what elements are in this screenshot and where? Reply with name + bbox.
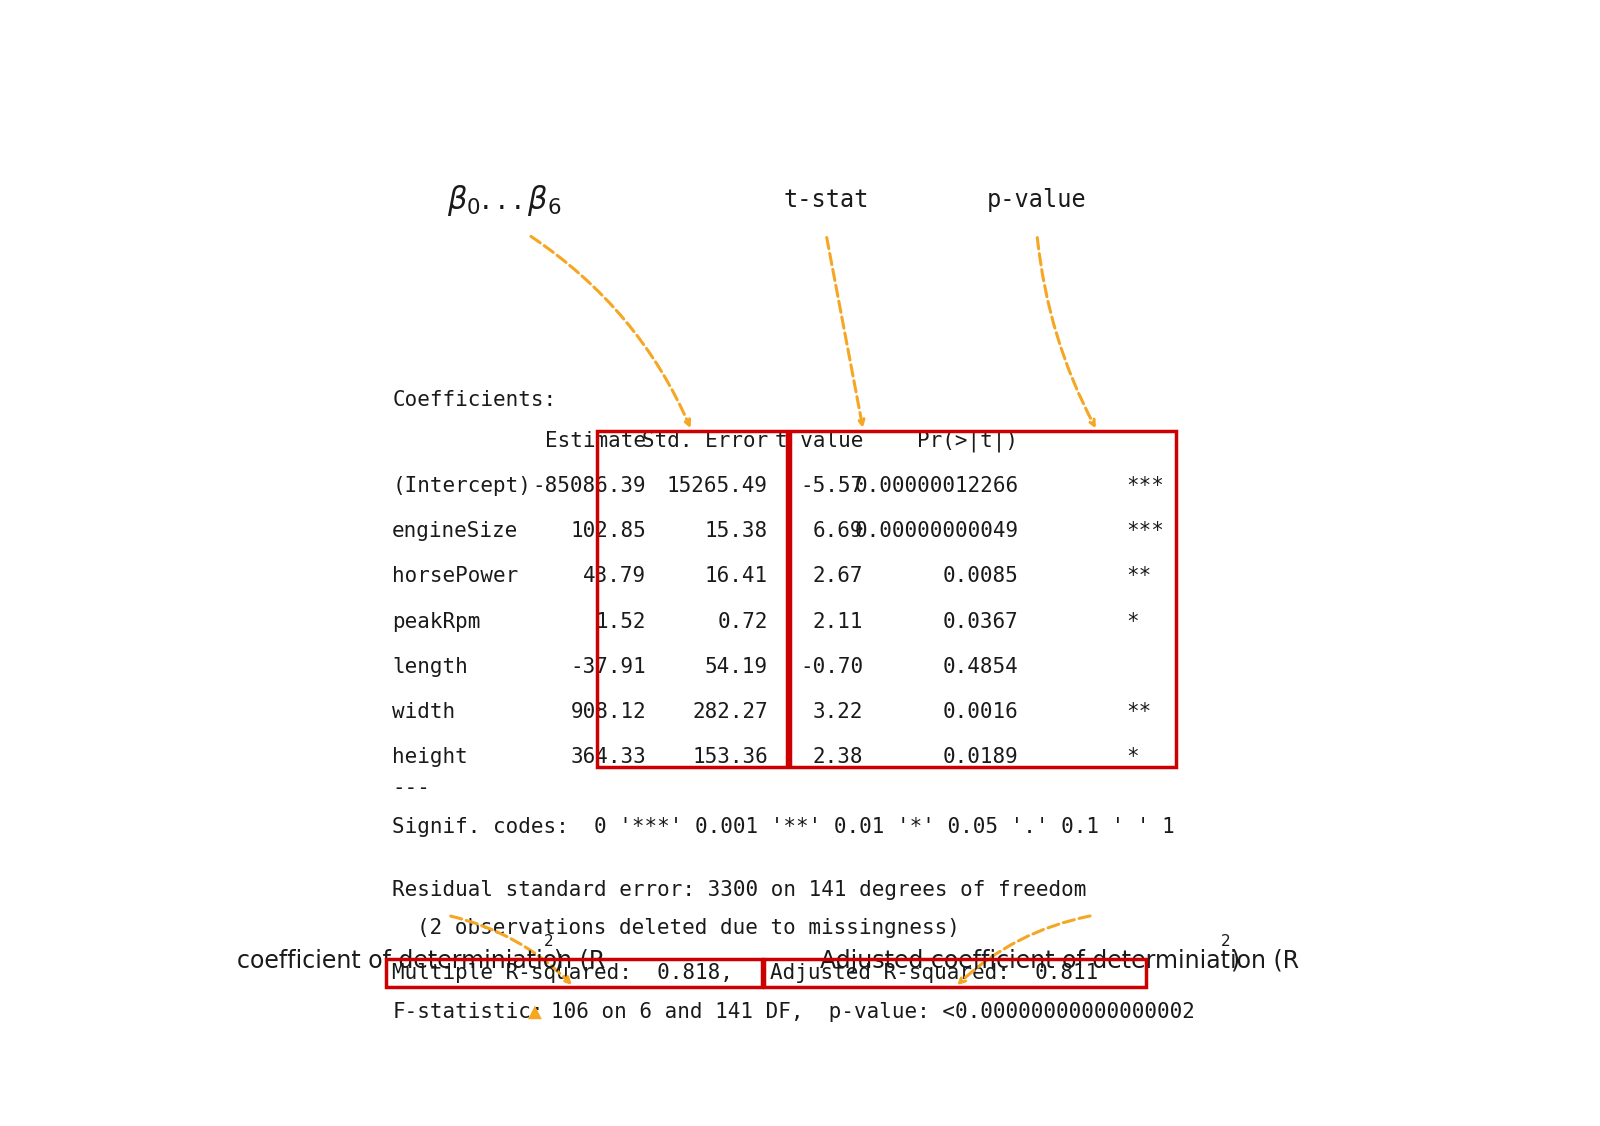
Text: *: * [1126, 747, 1139, 767]
Text: height: height [392, 747, 467, 767]
Text: ▲: ▲ [528, 1002, 542, 1020]
Text: ): ) [554, 948, 563, 973]
Text: engineSize: engineSize [392, 521, 518, 542]
Bar [790, 431, 1176, 767]
Text: 908.12: 908.12 [571, 701, 646, 722]
Text: t-stat: t-stat [784, 188, 869, 212]
Text: 0.00000012266: 0.00000012266 [854, 476, 1019, 497]
Text: length: length [392, 656, 467, 677]
Text: 2: 2 [544, 933, 554, 949]
Text: 2.67: 2.67 [813, 566, 864, 587]
Text: horsePower: horsePower [392, 566, 518, 587]
Text: Pr(>|t|): Pr(>|t|) [917, 430, 1019, 452]
Text: 153.36: 153.36 [693, 747, 768, 767]
Text: -0.70: -0.70 [800, 656, 864, 677]
Text: ***: *** [1126, 521, 1165, 542]
Text: 1.52: 1.52 [595, 611, 646, 632]
Text: Estimate: Estimate [546, 431, 646, 452]
Text: 106 on 6 and 141 DF,  p-value: <0.00000000000000002: 106 on 6 and 141 DF, p-value: <0.0000000… [550, 1001, 1195, 1021]
Text: 43.79: 43.79 [584, 566, 646, 587]
Text: 2.11: 2.11 [813, 611, 864, 632]
Bar [765, 959, 1146, 988]
Text: **: ** [1126, 566, 1152, 587]
Text: (2 observations deleted due to missingness): (2 observations deleted due to missingne… [418, 918, 960, 938]
Text: Signif. codes:  0 '***' 0.001 '**' 0.01 '*' 0.05 '.' 0.1 ' ' 1: Signif. codes: 0 '***' 0.001 '**' 0.01 '… [392, 816, 1174, 837]
Text: 0.0367: 0.0367 [942, 611, 1019, 632]
Text: Multiple R-squared:  0.818,: Multiple R-squared: 0.818, [392, 963, 733, 983]
Text: -5.57: -5.57 [800, 476, 864, 497]
Text: peakRpm: peakRpm [392, 611, 480, 632]
Text: $\beta_0...\beta_6$: $\beta_0...\beta_6$ [446, 182, 562, 217]
Text: **: ** [1126, 701, 1152, 722]
Text: ***: *** [1126, 476, 1165, 497]
Text: 0.0085: 0.0085 [942, 566, 1019, 587]
Bar [386, 959, 762, 988]
Text: -85086.39: -85086.39 [533, 476, 646, 497]
Text: 3.22: 3.22 [813, 701, 864, 722]
Text: 6.69: 6.69 [813, 521, 864, 542]
Text: Adjusted coefficient of determiniation (R: Adjusted coefficient of determiniation (… [819, 948, 1299, 973]
Text: 0.00000000049: 0.00000000049 [854, 521, 1019, 542]
Text: -37.91: -37.91 [571, 656, 646, 677]
Text: 364.33: 364.33 [571, 747, 646, 767]
Text: (Intercept): (Intercept) [392, 476, 531, 497]
Text: ---: --- [392, 778, 430, 798]
Text: 15.38: 15.38 [704, 521, 768, 542]
Text: p-value: p-value [987, 188, 1086, 212]
Text: F-statistic:: F-statistic: [392, 1001, 544, 1021]
Bar [597, 431, 787, 767]
Text: Std. Error: Std. Error [642, 431, 768, 452]
Text: Coefficients:: Coefficients: [392, 390, 557, 410]
Text: *: * [1126, 611, 1139, 632]
Text: 0.72: 0.72 [717, 611, 768, 632]
Text: width: width [392, 701, 456, 722]
Text: Residual standard error: 3300 on 141 degrees of freedom: Residual standard error: 3300 on 141 deg… [392, 879, 1086, 900]
Text: 15265.49: 15265.49 [667, 476, 768, 497]
Text: 16.41: 16.41 [704, 566, 768, 587]
Text: 282.27: 282.27 [693, 701, 768, 722]
Text: Adjusted R-squared:  0.811: Adjusted R-squared: 0.811 [771, 963, 1099, 983]
Text: 54.19: 54.19 [704, 656, 768, 677]
Text: t value: t value [774, 431, 864, 452]
Text: 102.85: 102.85 [571, 521, 646, 542]
Text: coefficient of determiniation (R: coefficient of determiniation (R [237, 948, 605, 973]
Text: 0.0189: 0.0189 [942, 747, 1019, 767]
Text: ): ) [1230, 948, 1240, 973]
Text: 2.38: 2.38 [813, 747, 864, 767]
Text: 0.4854: 0.4854 [942, 656, 1019, 677]
Text: 2: 2 [1221, 933, 1230, 949]
Text: 0.0016: 0.0016 [942, 701, 1019, 722]
